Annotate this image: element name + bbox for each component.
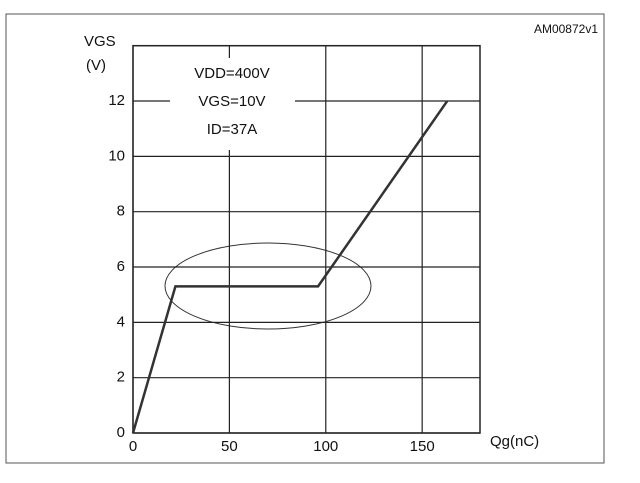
y-axis-unit: (V) — [86, 57, 106, 74]
gate-charge-line — [131, 100, 449, 434]
y-tick-label: 10 — [108, 147, 125, 164]
plateau-highlight — [164, 242, 372, 330]
x-tick-label: 50 — [221, 438, 238, 455]
y-tick-label: 4 — [117, 313, 125, 330]
x-tick-label: 0 — [129, 438, 137, 455]
x-tick-label: 100 — [313, 438, 338, 455]
y-tick-label: 12 — [108, 92, 125, 109]
annotation: VDD=400V — [194, 65, 269, 82]
x-tick-label: 150 — [410, 438, 435, 455]
figure-code: AM00872v1 — [534, 22, 598, 36]
y-tick-label: 8 — [117, 203, 125, 220]
x-axis-label: Qg(nC) — [490, 433, 539, 450]
annotation: VGS=10V — [198, 93, 265, 110]
y-tick-label: 2 — [117, 369, 125, 386]
frame — [5, 13, 605, 464]
y-tick-label: 6 — [117, 258, 125, 275]
y-axis-label: VGS — [84, 33, 116, 50]
annotation-box — [170, 58, 295, 150]
y-tick-label: 0 — [117, 424, 125, 441]
annotation: ID=37A — [207, 121, 257, 138]
